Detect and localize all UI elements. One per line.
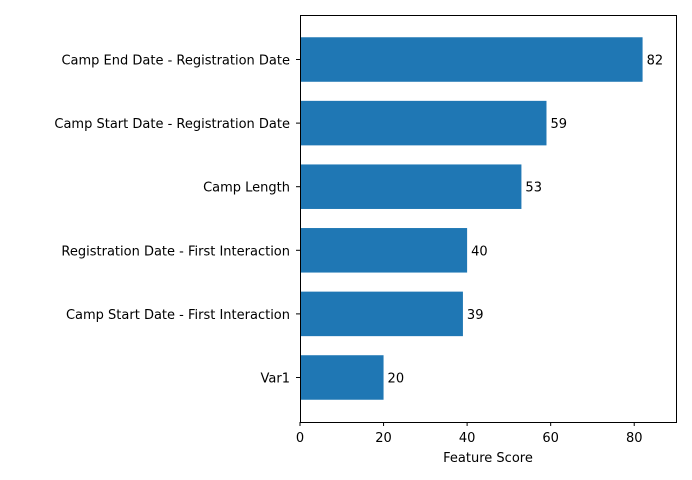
bar-value-label: 82 <box>647 54 664 69</box>
bar <box>300 291 463 337</box>
plot-frame <box>300 15 677 423</box>
category-label: Registration Date - First Interaction <box>61 244 290 259</box>
category-label: Camp Start Date - Registration Date <box>54 117 290 132</box>
category-labels: Camp End Date - Registration Date Camp St… <box>54 54 300 386</box>
bar <box>300 355 384 400</box>
bars-group <box>300 37 643 400</box>
bar <box>300 164 522 209</box>
x-tick-label: 20 <box>375 431 392 446</box>
bar <box>300 228 468 273</box>
x-tick-label: 40 <box>459 431 476 446</box>
x-axis: 0 20 40 60 80 <box>296 422 643 446</box>
bar-value-label: 20 <box>388 371 405 386</box>
bar-value-label: 40 <box>471 244 488 259</box>
x-tick-label: 60 <box>542 431 559 446</box>
category-label: Camp Length <box>203 181 290 196</box>
x-tick-label: 0 <box>296 431 304 446</box>
bar-value-label: 59 <box>550 117 567 132</box>
category-label: Camp End Date - Registration Date <box>61 54 290 69</box>
bar <box>300 100 547 146</box>
bar-value-label: 53 <box>525 181 542 196</box>
bar <box>300 37 643 82</box>
data-labels: 82 59 53 40 39 20 <box>388 54 664 387</box>
bar-value-label: 39 <box>467 308 484 323</box>
x-axis-title: Feature Score <box>443 451 533 466</box>
x-tick-label: 80 <box>626 431 643 446</box>
category-label: Var1 <box>261 371 290 386</box>
category-label: Camp Start Date - First Interaction <box>66 308 290 323</box>
